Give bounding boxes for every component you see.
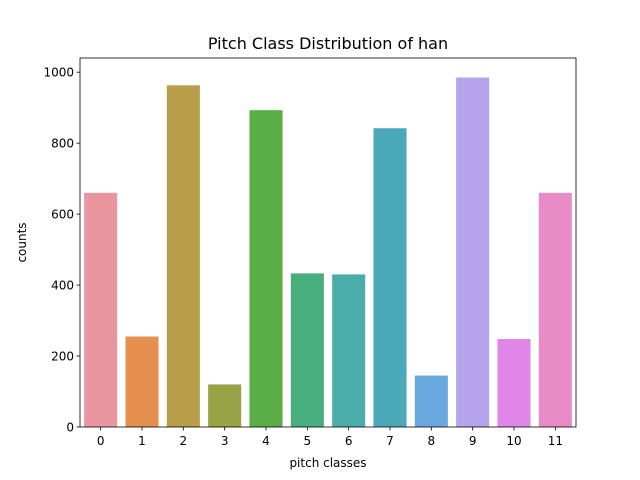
x-tick-label: 11	[548, 434, 563, 448]
bar-2	[166, 85, 200, 427]
bar-7	[373, 128, 407, 427]
x-tick-label: 5	[304, 434, 312, 448]
bar-4	[249, 110, 283, 427]
y-axis: 0 200 400 600 800 1000	[43, 65, 80, 434]
x-tick-label: 10	[506, 434, 521, 448]
x-tick-label: 0	[97, 434, 105, 448]
x-tick-label: 7	[386, 434, 394, 448]
y-tick-label: 600	[51, 207, 74, 221]
bar-5	[290, 273, 324, 427]
bar-1	[125, 336, 159, 427]
x-axis-label: pitch classes	[289, 456, 366, 470]
x-tick-label: 8	[428, 434, 436, 448]
chart-title: Pitch Class Distribution of han	[208, 34, 448, 53]
plot-frame	[79, 57, 577, 428]
x-tick-label: 4	[262, 434, 270, 448]
x-tick-label: 6	[345, 434, 353, 448]
bar-8	[414, 375, 448, 427]
x-tick-label: 1	[138, 434, 146, 448]
bar-9	[456, 77, 490, 427]
y-axis-label: counts	[15, 222, 29, 262]
bar-0	[84, 192, 118, 427]
bar-6	[332, 274, 366, 427]
y-tick-label: 800	[51, 136, 74, 150]
x-tick-label: 9	[469, 434, 477, 448]
bar-10	[497, 339, 531, 427]
bars-group	[84, 77, 572, 427]
y-tick-label: 400	[51, 278, 74, 292]
y-tick-label: 0	[66, 420, 74, 434]
y-tick-label: 200	[51, 349, 74, 363]
x-tick-label: 2	[180, 434, 188, 448]
y-tick-label: 1000	[43, 65, 74, 79]
bar-3	[208, 384, 242, 427]
x-axis: 0 1 2 3 4 5 6 7 8 9 10 11	[97, 427, 563, 448]
x-tick-label: 3	[221, 434, 229, 448]
bar-11	[538, 192, 572, 427]
